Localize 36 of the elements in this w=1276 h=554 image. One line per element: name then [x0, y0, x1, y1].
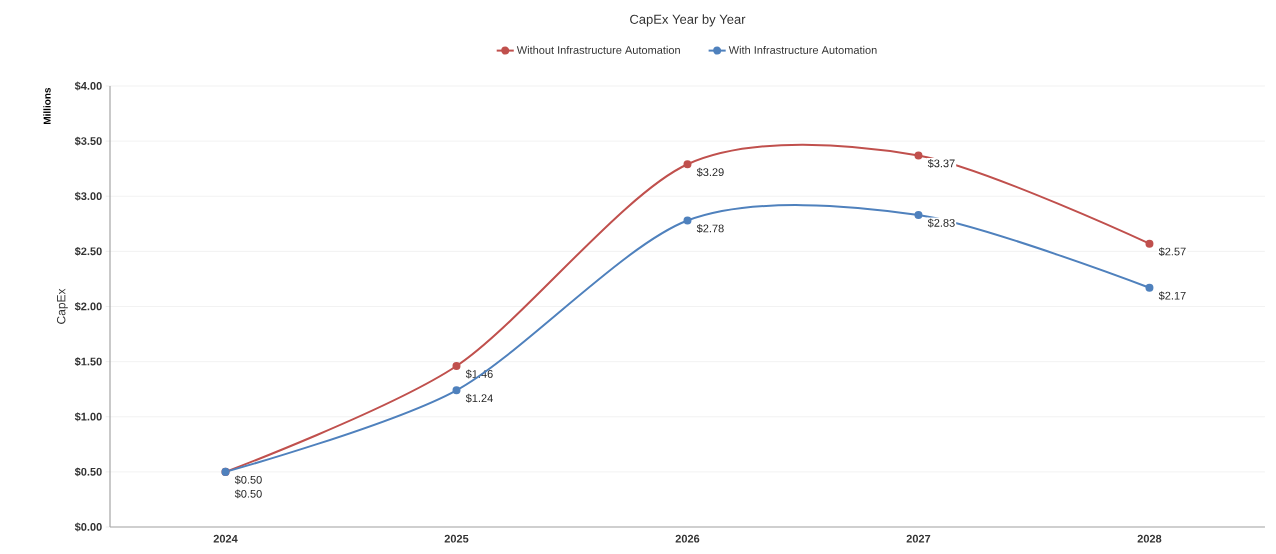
data-label: $1.24	[465, 393, 493, 403]
chart-title: CapEx Year by Year	[630, 14, 746, 27]
point	[1145, 283, 1154, 292]
data-label: $0.50	[234, 475, 262, 485]
y-tick-label: $2.00	[74, 302, 102, 311]
text: Millions	[43, 87, 51, 125]
y-tick-label: $1.00	[74, 412, 102, 422]
point	[683, 160, 692, 169]
y-axis-title: CapEx	[56, 288, 68, 324]
y-tick-label: $3.00	[74, 191, 102, 201]
point	[1145, 239, 1154, 248]
data-label: $2.57	[1158, 247, 1186, 257]
x-tick-label: 2025	[444, 534, 469, 543]
x-tick-label: 2027	[906, 534, 931, 543]
x-tick-label: 2024	[213, 534, 238, 543]
point	[914, 210, 923, 219]
legend-label: Without Infrastructure Automation	[516, 45, 680, 54]
data-label: $2.78	[696, 224, 724, 233]
x-tick-label: 2028	[1137, 534, 1162, 543]
data-label: $0.50	[234, 489, 262, 499]
y-tick-label: $0.50	[74, 467, 102, 477]
data-label: $2.17	[1158, 291, 1186, 301]
legend-label: With Infrastructure Automation	[728, 45, 877, 54]
point	[452, 386, 461, 395]
data-label: $3.29	[696, 167, 724, 177]
y-tick-label: $0.00	[74, 522, 102, 532]
data-label: $2.83	[927, 218, 955, 228]
y-tick-label: $4.00	[74, 81, 102, 91]
data-label: $3.37	[927, 159, 955, 168]
y-tick-label: $1.50	[74, 357, 102, 367]
point	[683, 216, 692, 225]
y-tick-label: $3.50	[74, 136, 102, 146]
point	[914, 151, 923, 160]
y-tick-label: $2.50	[74, 246, 102, 256]
point	[452, 362, 461, 371]
x-tick-label: 2026	[675, 534, 700, 543]
